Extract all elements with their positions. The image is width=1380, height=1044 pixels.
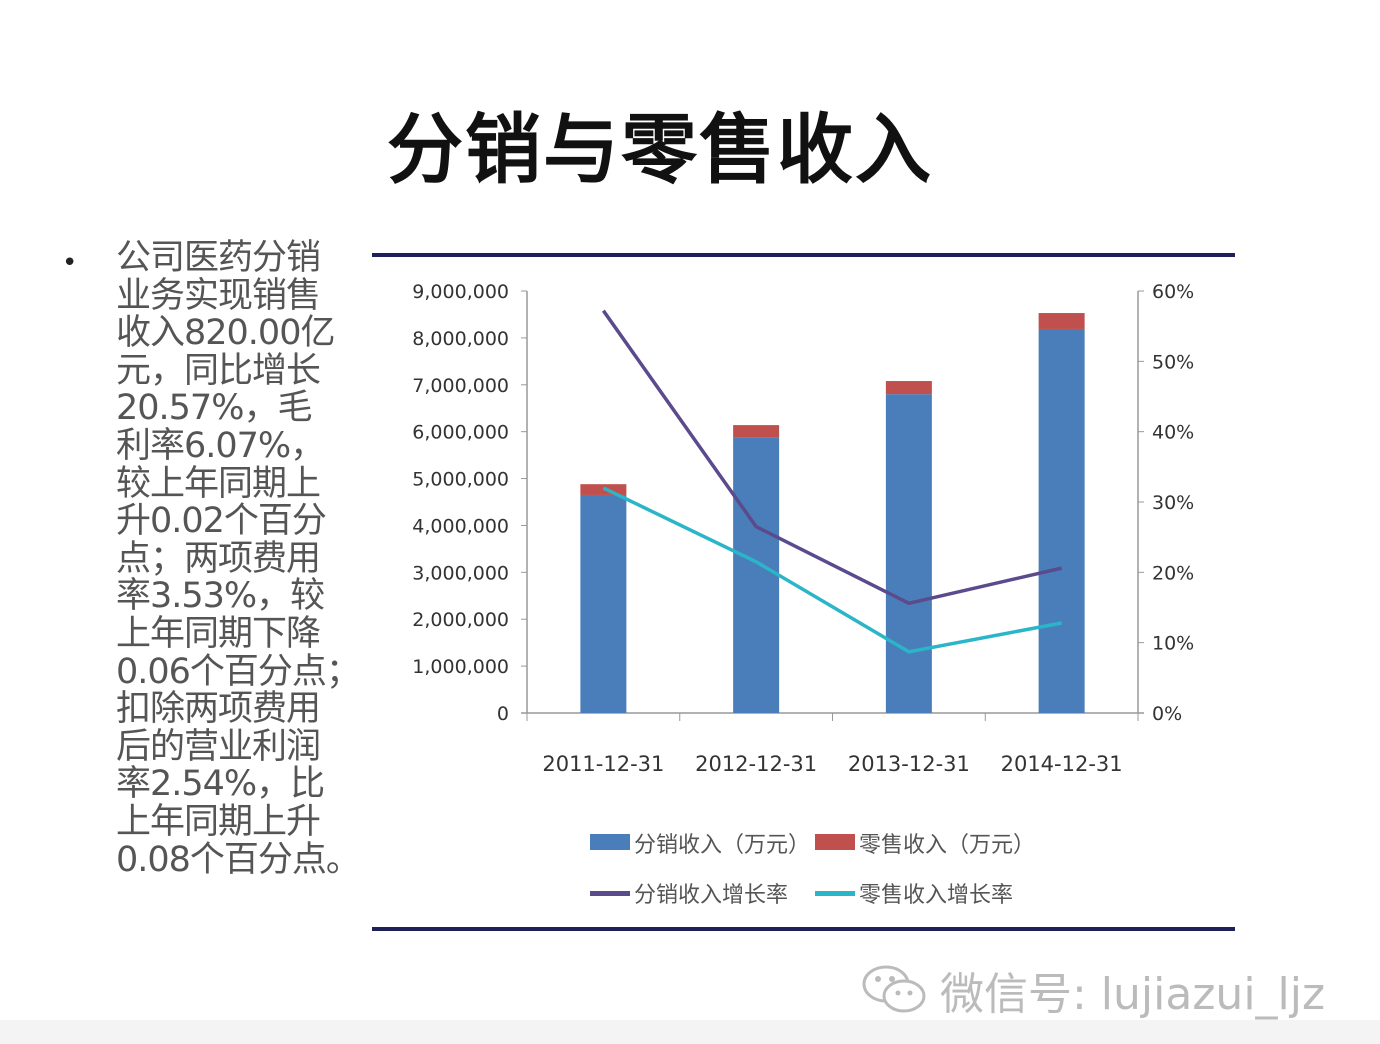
legend-label: 分销收入增长率 (634, 883, 788, 908)
bullet-text-line: 后的营业利润 (116, 726, 321, 767)
left-tick-label: 9,000,000 (412, 281, 509, 303)
bullet-dot: • (62, 248, 78, 278)
right-tick-label: 50% (1152, 351, 1194, 373)
distribution-growth-line (601, 309, 1063, 606)
left-tick-label: 6,000,000 (412, 422, 509, 444)
bullet-text-line: 扣除两项费用 (116, 689, 321, 730)
watermark: 微信号: lujiazui_ljz (860, 958, 1325, 1022)
distribution-bar (1038, 328, 1085, 713)
legend-swatch (590, 834, 630, 850)
retail-bar (885, 381, 932, 395)
legend-swatch (590, 891, 630, 896)
legend-swatch (815, 834, 855, 850)
bullet-text-line: 公司医药分销 (116, 238, 321, 278)
bottom-bar (0, 1020, 1380, 1044)
legend-label: 零售收入（万元） (859, 833, 1035, 858)
distribution-bar (885, 394, 932, 713)
bullet-text: 公司医药分销 业务实现销售 收入820.00亿 元，同比增长 20.57%，毛 利率6.0… (116, 238, 361, 880)
right-tick-label: 10% (1152, 633, 1194, 655)
wechat-icon (862, 965, 926, 1013)
left-tick-label: 8,000,000 (412, 328, 509, 350)
slide-title: 分销与零售收入 (387, 105, 933, 194)
left-tick-label: 5,000,000 (412, 469, 509, 491)
x-tick-label: 2013-12-31 (848, 752, 970, 776)
right-tick-label: 40% (1152, 422, 1194, 444)
bullet-text-line: 率2.54%，比 (116, 764, 325, 805)
legend-swatch (815, 891, 855, 896)
bullet-text-line: 0.06个百分点； (116, 651, 361, 692)
x-tick-label: 2012-12-31 (695, 752, 817, 776)
retail-bar (1038, 313, 1085, 329)
bullet-text-line: 较上年同期上 (116, 463, 321, 504)
right-tick-label: 60% (1152, 281, 1194, 303)
legend-label: 分销收入（万元） (634, 833, 810, 858)
bullet-text-line: 利率6.07%， (116, 425, 325, 466)
bullet-text-line: 0.08个百分点。 (116, 839, 361, 880)
x-tick-label: 2014-12-31 (1001, 752, 1123, 776)
right-tick-label: 20% (1152, 562, 1194, 584)
bullet-text-line: 20.57%，毛 (116, 388, 312, 429)
bullet-text-line: 升0.02个百分 (116, 501, 327, 542)
distribution-bar (580, 494, 627, 713)
bullet-text-line: 率3.53%，较 (116, 576, 325, 617)
top-rule (372, 253, 1235, 257)
bullet-text-line: 点；两项费用 (116, 538, 321, 579)
x-tick-label: 2011-12-31 (542, 752, 664, 776)
right-tick-label: 30% (1152, 492, 1194, 514)
left-tick-label: 7,000,000 (412, 375, 509, 397)
left-tick-label: 0 (497, 703, 509, 725)
retail-growth-line (602, 486, 1062, 654)
right-tick-label: 0% (1152, 703, 1182, 725)
bullet-text-line: 上年同期下降 (116, 613, 321, 654)
bullet-text-line: 收入820.00亿 (116, 313, 335, 354)
retail-bar (733, 425, 780, 438)
left-tick-label: 2,000,000 (412, 609, 509, 631)
bullet-text-line: 元，同比增长 (116, 350, 321, 391)
distribution-bar (733, 437, 780, 713)
bullet-text-line: 上年同期上升 (116, 801, 321, 842)
legend-label: 零售收入增长率 (859, 883, 1013, 908)
watermark-text: 微信号: lujiazui_ljz (940, 969, 1326, 1020)
left-tick-label: 3,000,000 (412, 562, 509, 584)
left-tick-label: 1,000,000 (412, 656, 509, 678)
bullet-text-line: 业务实现销售 (116, 275, 321, 316)
bottom-rule (372, 927, 1235, 931)
left-tick-label: 4,000,000 (412, 515, 509, 537)
